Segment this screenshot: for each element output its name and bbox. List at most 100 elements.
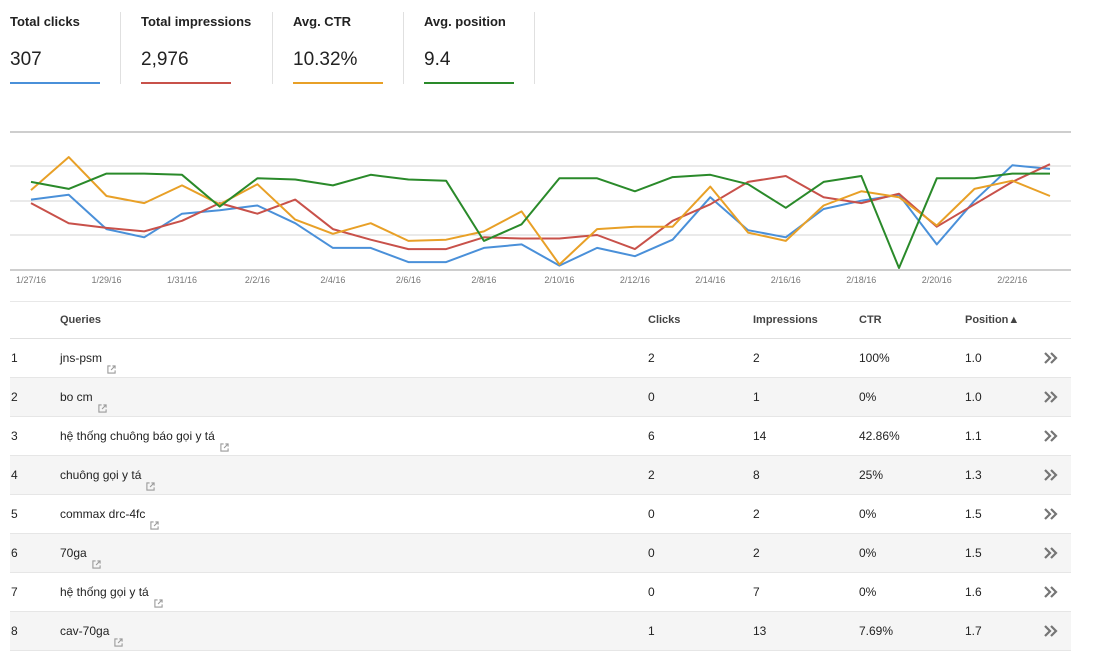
row-number: 3 [11, 429, 18, 443]
column-header-impressions[interactable]: Impressions [753, 314, 818, 326]
row-number: 6 [11, 546, 18, 560]
ctr-cell: 42.86% [859, 429, 900, 443]
query-cell: 70ga [60, 546, 101, 569]
row-number: 8 [11, 624, 18, 638]
position-cell: 1.1 [965, 429, 982, 443]
clicks-cell: 2 [648, 468, 655, 482]
impressions-cell: 2 [753, 507, 760, 521]
table-row[interactable]: 6 70ga 0 2 0% 1.5 [10, 534, 1071, 573]
column-header-clicks[interactable]: Clicks [648, 314, 681, 326]
position-cell: 1.3 [965, 468, 982, 482]
table-header: Queries Clicks Impressions CTR Position▲ [10, 301, 1071, 339]
metric-value: 10.32% [293, 49, 358, 70]
row-number: 2 [11, 390, 18, 404]
external-link-icon[interactable] [92, 558, 101, 569]
x-tick-label: 2/22/16 [997, 275, 1027, 285]
row-number: 4 [11, 468, 18, 482]
clicks-cell: 0 [648, 546, 655, 560]
ctr-cell: 25% [859, 468, 884, 482]
impressions-cell: 2 [753, 546, 760, 560]
double-chevron-right-icon[interactable] [1043, 468, 1059, 482]
external-link-icon[interactable] [146, 480, 156, 491]
divider [272, 12, 273, 84]
x-tick-label: 1/31/16 [167, 275, 197, 285]
query-cell: chuông gọi y tá [60, 468, 156, 491]
column-header-position[interactable]: Position▲ [965, 314, 1020, 326]
query-cell: commax drc-4fc [60, 507, 159, 530]
clicks-cell: 0 [648, 390, 655, 404]
metric-label: Avg. CTR [293, 14, 352, 29]
metric-label: Total impressions [141, 14, 252, 29]
position-cell: 1.0 [965, 351, 982, 365]
query-text: hệ thống gọi y tá [60, 585, 149, 599]
table-body: 1 jns-psm 2 2 100% 1.0 2 bo cm 0 1 0% 1.0 3 hệ thống … [10, 339, 1071, 651]
query-cell: hệ thống gọi y tá [60, 585, 163, 608]
clicks-cell: 6 [648, 429, 655, 443]
table-row[interactable]: 5 commax drc-4fc 0 2 0% 1.5 [10, 495, 1071, 534]
query-text: bo cm [60, 390, 93, 404]
double-chevron-right-icon[interactable] [1043, 546, 1059, 560]
series-line-clicks [30, 164, 1051, 267]
ctr-cell: 7.69% [859, 624, 894, 638]
double-chevron-right-icon[interactable] [1043, 507, 1059, 521]
external-link-icon[interactable] [107, 363, 116, 374]
impressions-cell: 14 [753, 429, 767, 443]
chart-series [30, 156, 1051, 269]
double-chevron-right-icon[interactable] [1043, 351, 1059, 365]
double-chevron-right-icon[interactable] [1043, 585, 1059, 599]
position-cell: 1.6 [965, 585, 982, 599]
column-header-queries[interactable]: Queries [60, 314, 101, 326]
double-chevron-right-icon[interactable] [1043, 390, 1059, 404]
chart-x-axis-labels: 1/27/16 1/29/16 1/31/16 2/2/16 2/4/16 2/6/16 2… [16, 275, 1027, 285]
table-row[interactable]: 2 bo cm 0 1 0% 1.0 [10, 378, 1071, 417]
double-chevron-right-icon[interactable] [1043, 429, 1059, 443]
column-header-ctr[interactable]: CTR [859, 314, 882, 326]
ctr-cell: 100% [859, 351, 890, 365]
query-cell: cav-70ga [60, 624, 124, 647]
table-row[interactable]: 3 hệ thống chuông báo gọi y tá 6 14 42.86% 1.… [10, 417, 1071, 456]
x-tick-label: 2/18/16 [846, 275, 876, 285]
metric-value: 307 [10, 49, 42, 70]
double-chevron-right-icon[interactable] [1043, 624, 1059, 638]
query-text: 70ga [60, 546, 87, 560]
metric-value: 9.4 [424, 49, 451, 70]
metric-label: Avg. position [424, 14, 506, 29]
external-link-icon[interactable] [98, 402, 107, 413]
query-cell: hệ thống chuông báo gọi y tá [60, 429, 229, 452]
row-number: 5 [11, 507, 18, 521]
impressions-cell: 8 [753, 468, 760, 482]
table-row[interactable]: 7 hệ thống gọi y tá 0 7 0% 1.6 [10, 573, 1071, 612]
metrics-summary: Total clicks 307 Total impressions 2,976… [0, 0, 560, 90]
query-text: jns-psm [60, 351, 103, 365]
impressions-cell: 2 [753, 351, 760, 365]
external-link-icon[interactable] [220, 441, 229, 452]
divider [403, 12, 404, 84]
external-link-icon[interactable] [114, 636, 124, 647]
x-tick-label: 2/10/16 [544, 275, 574, 285]
clicks-cell: 1 [648, 624, 655, 638]
x-tick-label: 2/20/16 [922, 275, 952, 285]
position-cell: 1.7 [965, 624, 982, 638]
table-row[interactable]: 1 jns-psm 2 2 100% 1.0 [10, 339, 1071, 378]
position-cell: 1.5 [965, 546, 982, 560]
metric-value: 2,976 [141, 49, 189, 70]
metric-color-bar [141, 82, 231, 84]
divider [120, 12, 121, 84]
clicks-cell: 0 [648, 507, 655, 521]
external-link-icon[interactable] [150, 519, 159, 530]
x-tick-label: 2/16/16 [771, 275, 801, 285]
impressions-cell: 1 [753, 390, 760, 404]
table-row[interactable]: 8 cav-70ga 1 13 7.69% 1.7 [10, 612, 1071, 651]
external-link-icon[interactable] [154, 597, 163, 608]
performance-line-chart[interactable]: 1/27/16 1/29/16 1/31/16 2/2/16 2/4/16 2/6/16 2… [0, 120, 1093, 295]
position-cell: 1.0 [965, 390, 982, 404]
clicks-cell: 2 [648, 351, 655, 365]
x-tick-label: 1/29/16 [91, 275, 121, 285]
metric-color-bar [424, 82, 514, 84]
x-tick-label: 2/6/16 [396, 275, 421, 285]
x-tick-label: 2/14/16 [695, 275, 725, 285]
x-tick-label: 2/8/16 [471, 275, 496, 285]
table-row[interactable]: 4 chuông gọi y tá 2 8 25% 1.3 [10, 456, 1071, 495]
row-number: 1 [11, 351, 18, 365]
metric-color-bar [293, 82, 383, 84]
